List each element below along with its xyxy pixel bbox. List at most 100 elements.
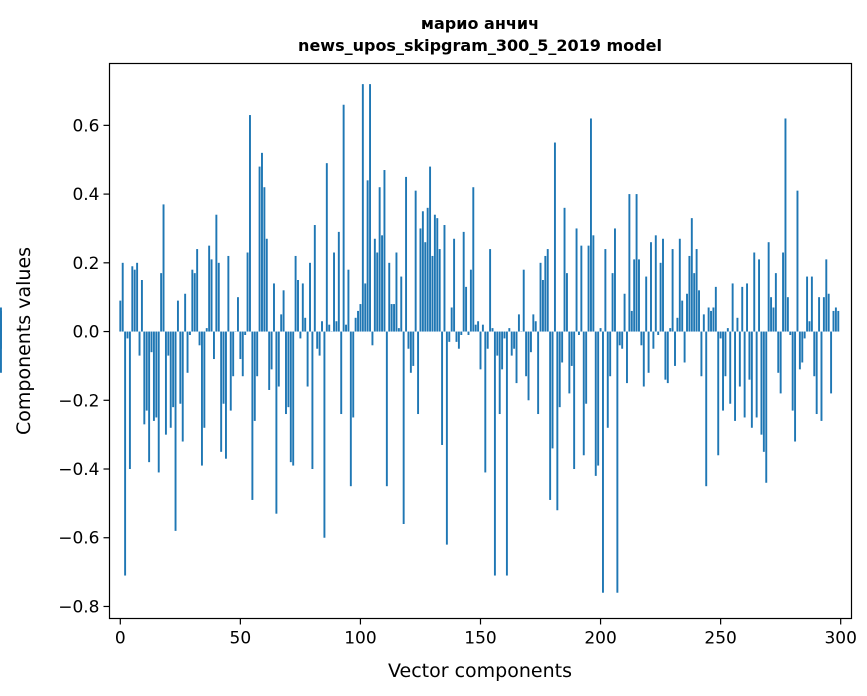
bar-262 xyxy=(748,331,751,380)
bar-19 xyxy=(164,331,167,435)
bar-59 xyxy=(261,152,263,332)
bar-24 xyxy=(176,300,179,332)
bar-61 xyxy=(265,238,268,332)
bar-30 xyxy=(191,269,194,332)
bar-174 xyxy=(537,331,540,415)
bar-151 xyxy=(481,324,484,332)
bar-117 xyxy=(400,276,403,332)
bar-143 xyxy=(462,231,465,332)
bar-137 xyxy=(448,331,451,342)
bar-171 xyxy=(529,331,532,353)
bar-99 xyxy=(357,310,359,332)
bar-197 xyxy=(592,235,595,332)
bar-22 xyxy=(172,331,175,408)
bar-272 xyxy=(772,307,775,332)
bar-176 xyxy=(541,280,544,332)
x-tick-label: 100 xyxy=(344,629,376,649)
bar-281 xyxy=(794,331,797,442)
bar-87 xyxy=(328,324,331,332)
bar-152 xyxy=(484,331,487,473)
bar-268 xyxy=(762,331,765,452)
bar-147 xyxy=(472,187,475,332)
bar-173 xyxy=(534,321,537,332)
bar-42 xyxy=(220,331,223,452)
bar-113 xyxy=(390,304,393,332)
x-tick-label: 0 xyxy=(115,629,126,649)
y-tick-label: 0.2 xyxy=(72,254,99,274)
bar-196 xyxy=(590,118,592,332)
bar-72 xyxy=(292,331,295,466)
bar-277 xyxy=(784,118,787,332)
bar-273 xyxy=(774,273,777,332)
bar-111 xyxy=(385,331,388,487)
bar-15 xyxy=(155,331,158,418)
bar-101 xyxy=(361,84,364,332)
bar-108 xyxy=(378,187,381,332)
bar-295 xyxy=(827,293,830,332)
bar-71 xyxy=(289,331,292,463)
y-tick-label: 0.6 xyxy=(72,116,99,136)
bar-156 xyxy=(493,331,496,576)
bar-39 xyxy=(213,331,215,360)
bar-257 xyxy=(736,317,739,332)
bar-11 xyxy=(145,331,148,411)
bar-133 xyxy=(438,249,441,332)
bar-245 xyxy=(707,307,710,332)
bar-241 xyxy=(698,290,700,332)
bar-7 xyxy=(136,262,139,332)
bar-193 xyxy=(582,331,585,456)
bar-233 xyxy=(678,238,681,332)
bar-214 xyxy=(633,259,636,332)
bar-33 xyxy=(198,331,201,346)
bar-23 xyxy=(174,331,177,531)
bar-13 xyxy=(150,331,153,353)
bar-187 xyxy=(568,331,571,394)
bar-283 xyxy=(798,331,801,370)
bar-83 xyxy=(318,331,321,356)
bar-230 xyxy=(671,249,674,332)
bar-106 xyxy=(373,238,376,332)
bar-280 xyxy=(791,331,794,411)
bar-46 xyxy=(229,331,232,411)
bar-140 xyxy=(455,331,458,342)
bar-69 xyxy=(285,331,287,415)
bar-172 xyxy=(532,314,535,332)
bar-203 xyxy=(606,331,609,428)
bar-269 xyxy=(765,331,768,483)
bar-299 xyxy=(837,310,840,332)
bar-38 xyxy=(210,259,213,332)
bar-98 xyxy=(354,317,357,332)
bar-209 xyxy=(621,331,624,349)
bar-35 xyxy=(203,331,206,428)
bar-2 xyxy=(124,331,127,576)
bar-210 xyxy=(623,293,626,332)
bar-129 xyxy=(429,166,432,332)
bar-53 xyxy=(246,252,249,332)
bar-185 xyxy=(563,207,566,332)
bar-163 xyxy=(510,331,513,356)
bar-205 xyxy=(611,273,614,332)
bar-64 xyxy=(273,283,275,332)
bar-undefined xyxy=(0,331,2,349)
bar-248 xyxy=(714,286,717,332)
bar-139 xyxy=(453,238,456,332)
bar-145 xyxy=(467,331,470,335)
bar-0 xyxy=(119,300,122,332)
bar-127 xyxy=(424,242,427,332)
bar-228 xyxy=(666,331,669,384)
bar-289 xyxy=(813,331,816,377)
bar-274 xyxy=(777,331,780,373)
bar-202 xyxy=(604,249,607,332)
bar-229 xyxy=(669,328,672,332)
bar-130 xyxy=(431,255,434,332)
bar-218 xyxy=(642,331,645,387)
bar-157 xyxy=(496,331,499,356)
bar-86 xyxy=(325,163,328,332)
bar-124 xyxy=(417,331,420,415)
bar-8 xyxy=(138,331,141,356)
bar-159 xyxy=(501,331,504,370)
bar-275 xyxy=(779,331,782,394)
bar-162 xyxy=(508,328,511,332)
bar-226 xyxy=(662,238,664,332)
bar-298 xyxy=(834,307,837,332)
